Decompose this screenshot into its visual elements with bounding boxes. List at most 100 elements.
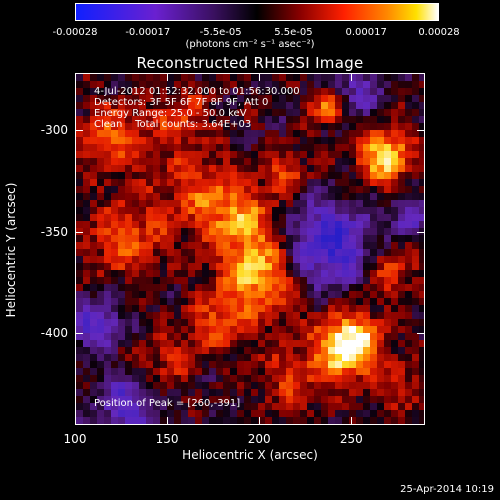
- map-pixel: [307, 410, 314, 417]
- map-pixel: [244, 403, 251, 410]
- map-pixel: [363, 81, 370, 88]
- map-pixel: [384, 389, 391, 396]
- map-pixel: [167, 179, 174, 186]
- map-pixel: [286, 88, 293, 95]
- map-pixel: [363, 312, 370, 319]
- map-pixel: [181, 382, 188, 389]
- map-pixel: [111, 305, 118, 312]
- map-pixel: [111, 228, 118, 235]
- map-pixel: [237, 417, 244, 424]
- map-pixel: [405, 221, 412, 228]
- map-pixel: [258, 179, 265, 186]
- map-pixel: [216, 249, 223, 256]
- map-pixel: [328, 74, 335, 81]
- map-pixel: [265, 298, 272, 305]
- map-pixel: [293, 179, 300, 186]
- map-pixel: [363, 186, 370, 193]
- map-pixel: [321, 291, 328, 298]
- map-pixel: [160, 242, 167, 249]
- map-pixel: [279, 277, 286, 284]
- map-pixel: [251, 375, 258, 382]
- map-pixel: [328, 270, 335, 277]
- map-pixel: [181, 354, 188, 361]
- map-pixel: [223, 214, 230, 221]
- map-pixel: [342, 116, 349, 123]
- map-pixel: [167, 130, 174, 137]
- map-pixel: [349, 116, 356, 123]
- map-pixel: [181, 172, 188, 179]
- map-pixel: [202, 284, 209, 291]
- map-pixel: [146, 130, 153, 137]
- map-pixel: [216, 165, 223, 172]
- map-pixel: [104, 88, 111, 95]
- map-pixel: [384, 130, 391, 137]
- map-pixel: [188, 361, 195, 368]
- map-pixel: [321, 193, 328, 200]
- map-pixel: [195, 95, 202, 102]
- map-pixel: [279, 242, 286, 249]
- map-pixel: [279, 291, 286, 298]
- map-pixel: [307, 200, 314, 207]
- map-pixel: [293, 361, 300, 368]
- map-pixel: [111, 256, 118, 263]
- map-pixel: [377, 277, 384, 284]
- map-pixel: [279, 298, 286, 305]
- map-pixel: [188, 151, 195, 158]
- map-pixel: [300, 193, 307, 200]
- map-pixel: [118, 389, 125, 396]
- map-pixel: [216, 270, 223, 277]
- map-pixel: [384, 368, 391, 375]
- map-pixel: [279, 389, 286, 396]
- map-pixel: [83, 235, 90, 242]
- map-pixel: [111, 193, 118, 200]
- map-pixel: [307, 144, 314, 151]
- map-pixel: [328, 333, 335, 340]
- map-pixel: [419, 102, 424, 109]
- map-pixel: [405, 130, 412, 137]
- map-pixel: [314, 221, 321, 228]
- map-pixel: [132, 221, 139, 228]
- map-pixel: [265, 368, 272, 375]
- map-pixel: [405, 284, 412, 291]
- map-pixel: [97, 249, 104, 256]
- map-pixel: [167, 249, 174, 256]
- map-pixel: [146, 368, 153, 375]
- map-pixel: [188, 193, 195, 200]
- map-pixel: [174, 165, 181, 172]
- map-pixel: [195, 221, 202, 228]
- map-pixel: [132, 291, 139, 298]
- map-pixel: [167, 270, 174, 277]
- map-pixel: [419, 207, 424, 214]
- map-pixel: [419, 123, 424, 130]
- map-pixel: [153, 172, 160, 179]
- map-pixel: [237, 193, 244, 200]
- map-pixel: [160, 116, 167, 123]
- map-pixel: [230, 403, 237, 410]
- map-pixel: [174, 74, 181, 81]
- map-pixel: [258, 354, 265, 361]
- map-pixel: [90, 74, 97, 81]
- map-pixel: [356, 186, 363, 193]
- map-pixel: [132, 270, 139, 277]
- map-pixel: [300, 144, 307, 151]
- map-pixel: [237, 95, 244, 102]
- map-pixel: [398, 144, 405, 151]
- map-pixel: [76, 312, 83, 319]
- map-pixel: [265, 158, 272, 165]
- map-pixel: [202, 389, 209, 396]
- map-pixel: [412, 284, 419, 291]
- map-pixel: [125, 270, 132, 277]
- map-pixel: [195, 326, 202, 333]
- map-pixel: [125, 165, 132, 172]
- map-pixel: [76, 186, 83, 193]
- map-pixel: [370, 291, 377, 298]
- map-pixel: [286, 424, 293, 425]
- map-pixel: [83, 305, 90, 312]
- map-pixel: [328, 207, 335, 214]
- map-pixel: [160, 144, 167, 151]
- map-pixel: [146, 158, 153, 165]
- map-pixel: [76, 361, 83, 368]
- map-pixel: [300, 256, 307, 263]
- map-pixel: [370, 74, 377, 81]
- map-pixel: [363, 396, 370, 403]
